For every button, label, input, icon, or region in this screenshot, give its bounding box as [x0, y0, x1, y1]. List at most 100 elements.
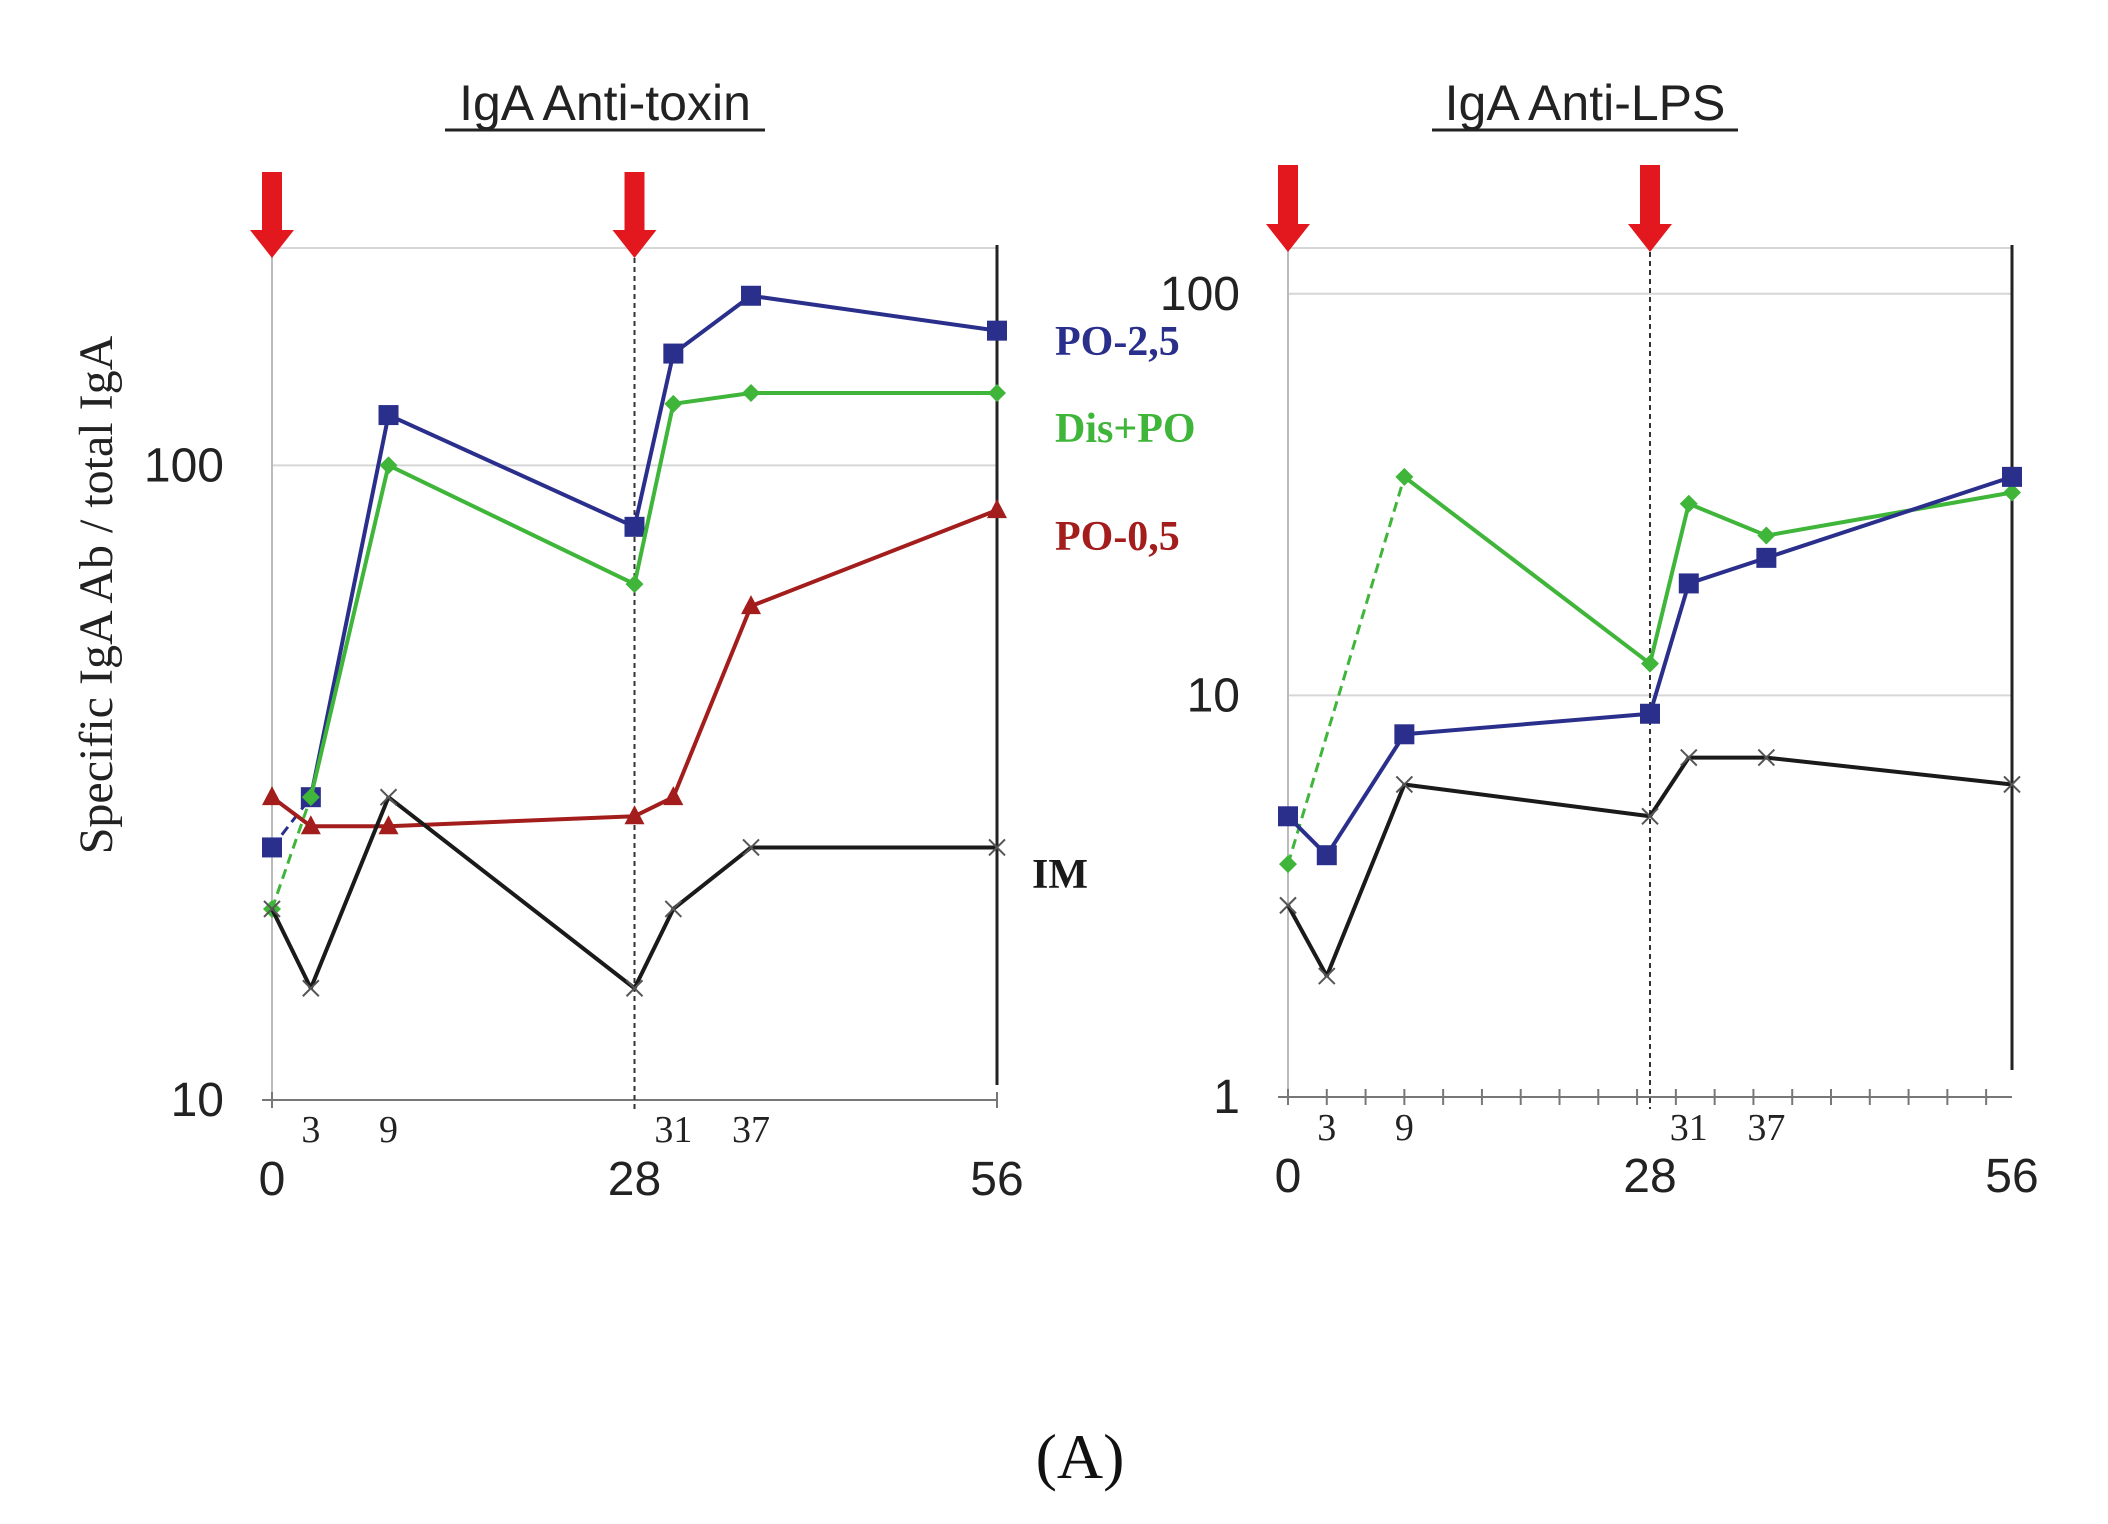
series-dis-po	[1279, 467, 2021, 874]
arrow-head	[1266, 224, 1310, 252]
legend: PO-2,5 Dis+PO PO-0,5 IM	[1032, 319, 1196, 898]
series-line-segment	[387, 795, 636, 990]
x-marker-stroke	[2003, 775, 2021, 794]
data-point-im-day-3	[1318, 967, 1336, 985]
series-line-segment	[1766, 755, 2013, 787]
x-marker-stroke	[1641, 807, 1659, 825]
x-marker-stroke	[742, 838, 760, 857]
x-tick-label-day-37: 37	[1747, 1107, 1785, 1149]
legend-label-im: IM	[1032, 852, 1088, 898]
series-line-segment	[387, 463, 636, 586]
series-line-segment	[672, 294, 753, 356]
x-tick-label-day-9: 9	[379, 1109, 398, 1151]
figure-caption: (A)	[1036, 1421, 1125, 1492]
data-point-po-2-5-day-3	[1316, 845, 1337, 866]
tick-labels: 10 100 0 28 56 3 9 31 37	[144, 439, 1024, 1206]
data-point-po-2-5-day-56	[987, 320, 1007, 341]
arrow-head	[1628, 224, 1672, 252]
x-marker-stroke	[1279, 896, 1297, 915]
data-point-im-day-3	[302, 979, 320, 997]
x-tick-label-0: 0	[1275, 1150, 1302, 1203]
chart-title: IgA Anti-toxin	[459, 75, 751, 131]
x-tick-label-day-3: 3	[1317, 1107, 1336, 1149]
data-point-dis-po-day-28	[1641, 654, 1659, 673]
series-line-segment	[632, 353, 676, 528]
chart-title: IgA Anti-LPS	[1445, 75, 1726, 131]
data-point-im-day-31	[664, 900, 683, 918]
series-line-segment	[388, 814, 635, 829]
immunization-arrow	[250, 172, 294, 258]
data-point-po-2-5-day-28	[1640, 703, 1660, 724]
data-point-po-2-5-day-9	[378, 405, 399, 426]
data-point-po-0-5-day-3	[300, 815, 321, 835]
x-tick-label-day-31: 31	[654, 1109, 692, 1151]
legend-label-dis-po: Dis+PO	[1055, 406, 1196, 452]
data-point-po-0-5-day-0	[262, 786, 282, 806]
data-point-dis-po-day-31	[664, 394, 683, 413]
x-tick-label-day-9: 9	[1395, 1107, 1414, 1149]
x-marker-stroke	[1680, 748, 1698, 767]
y-axis-label: Specific IgA Ab / total IgA	[70, 335, 123, 854]
series-line-segment	[270, 908, 313, 990]
data-point-im-day-9	[379, 788, 398, 806]
series-line-segment	[1404, 782, 1651, 819]
data-point-po-0-5-day-56	[987, 499, 1007, 519]
series-line-segment	[1648, 503, 1691, 665]
arrow-shaft	[262, 172, 282, 232]
series-line-segment	[1765, 474, 2013, 560]
immunization-arrows	[250, 172, 657, 258]
series-line-segment	[632, 908, 676, 990]
arrow-head	[612, 230, 657, 258]
series-line-segment	[632, 403, 676, 585]
immunization-arrow	[612, 172, 657, 258]
data-point-dis-po-day-0	[1279, 855, 1297, 874]
data-point-dis-po-day-31	[1679, 494, 1698, 513]
data-point-dis-po-day-28	[625, 575, 644, 594]
data-point-po-0-5-day-9	[378, 815, 399, 835]
series-po-2-5	[1278, 466, 2022, 866]
data-point-im-day-31	[1680, 748, 1698, 767]
data-point-po-2-5-day-28	[624, 516, 645, 537]
data-point-im-day-37	[742, 838, 760, 857]
data-point-po-2-5-day-56	[2002, 466, 2022, 487]
data-point-dis-po-day-56	[2003, 483, 2021, 502]
series-line-segment	[387, 413, 636, 529]
data-point-im-day-37	[1757, 748, 1776, 767]
x-tick-label-day-3: 3	[301, 1109, 320, 1151]
data-point-po-2-5-day-37	[741, 285, 762, 306]
x-tick-label-28: 28	[1623, 1150, 1676, 1203]
series-line-segment	[270, 796, 313, 910]
data-point-po-2-5-day-0	[1278, 806, 1298, 827]
x-tick-label-28: 28	[608, 1153, 661, 1206]
y-tick-label-1: 1	[1213, 1071, 1240, 1124]
series-line-segment	[1404, 711, 1651, 737]
arrow-shaft	[624, 172, 645, 232]
series-line-segment	[1766, 490, 2013, 538]
x-marker-stroke	[625, 979, 644, 997]
series-line-segment	[671, 605, 753, 798]
chart-panel-anti-lps: IgA Anti-LPS 1 10 100 0 28 56 3 9 31 37	[1160, 75, 2039, 1203]
immunization-arrows	[1266, 165, 1672, 252]
legend-label-po-0-5: PO-0,5	[1055, 514, 1180, 560]
series-line-segment	[1324, 783, 1407, 977]
immunization-arrow	[1628, 165, 1672, 252]
y-tick-label-10: 10	[1187, 669, 1240, 722]
tick-labels: 1 10 100 0 28 56 3 9 31 37	[1160, 268, 2039, 1203]
series-group	[262, 285, 1007, 997]
series-line-segment	[1286, 904, 1329, 978]
x-tick-label-day-37: 37	[732, 1109, 770, 1151]
data-point-dis-po-day-3	[301, 788, 320, 807]
arrow-shaft	[1278, 165, 1298, 226]
data-point-po-2-5-day-31	[663, 343, 684, 364]
series-im	[1279, 748, 2021, 985]
data-point-po-2-5-day-37	[1756, 547, 1777, 568]
arrow-head	[250, 230, 294, 258]
data-point-im-day-28	[625, 979, 644, 997]
x-tick-label-0: 0	[259, 1153, 286, 1206]
data-point-im-day-56	[2003, 775, 2021, 794]
x-tick-label-56: 56	[1985, 1150, 2038, 1203]
immunization-arrow	[1266, 165, 1310, 252]
data-point-dis-po-day-37	[1757, 526, 1776, 545]
data-point-po-0-5-day-28	[624, 805, 645, 825]
